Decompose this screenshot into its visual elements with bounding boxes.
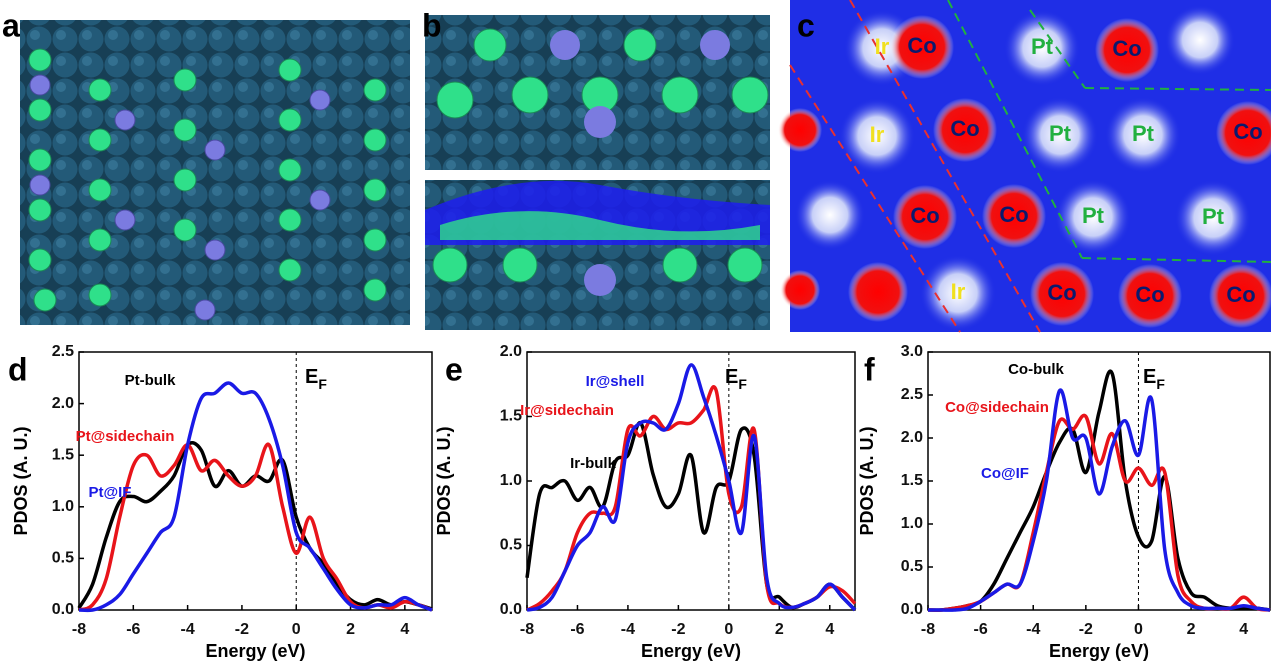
y-tick-label: 2.0 [901, 429, 923, 446]
panel-label: f [864, 351, 875, 387]
y-tick-label: 2.5 [901, 386, 923, 403]
y-axis-title: PDOS (A. U.) [434, 426, 454, 535]
x-tick-label: -6 [126, 621, 140, 638]
map-label: Co [907, 33, 936, 58]
x-tick-label: -8 [921, 621, 935, 638]
series-line [928, 390, 1270, 610]
series-line [928, 415, 1270, 610]
x-tick-label: 0 [292, 621, 301, 638]
x-tick-label: 4 [825, 621, 834, 638]
y-axis-title: PDOS (A. U.) [857, 426, 877, 535]
map-label: Pt [1082, 203, 1105, 228]
y-tick-label: 0.0 [500, 601, 522, 618]
fermi-symbol: E [305, 366, 318, 388]
series-label: Pt-bulk [125, 372, 176, 389]
series-label: Co-bulk [1008, 361, 1064, 378]
panel-label: c [797, 7, 815, 43]
series-label: Ir@sidechain [520, 402, 614, 419]
x-tick-label: 2 [346, 621, 355, 638]
panel-b-structure [425, 15, 770, 330]
series-label: Ir@shell [586, 373, 645, 390]
series-label: Ir-bulk [570, 455, 616, 472]
panel-label: e [445, 351, 463, 387]
figure: a b c Ir Co Pt Co Ir Co Pt Pt Co Co Co Pt Pt Ir Co Co Co 0.0… [0, 0, 1271, 666]
y-tick-label: 2.0 [52, 395, 74, 412]
y-axis-title: PDOS (A. U.) [11, 426, 31, 535]
map-label: Co [999, 202, 1028, 227]
map-label: Co [1112, 36, 1141, 61]
x-tick-label: 4 [400, 621, 409, 638]
map-label: Pt [1049, 121, 1072, 146]
y-tick-label: 0.5 [901, 558, 923, 575]
fermi-symbol: E [1143, 366, 1156, 388]
panel-label: d [8, 351, 28, 387]
panel-label: a [2, 7, 20, 43]
y-tick-label: 2.5 [52, 343, 74, 360]
fermi-label: EF [725, 366, 747, 391]
series-label: Pt@sidechain [76, 428, 175, 445]
y-tick-label: 2.0 [500, 343, 522, 360]
fermi-subscript: F [1156, 376, 1165, 392]
panel-label: b [422, 7, 442, 43]
panel-a-structure [20, 20, 410, 325]
x-tick-label: -2 [235, 621, 249, 638]
y-tick-label: 0.5 [52, 550, 74, 567]
plot-frame [79, 352, 432, 610]
y-tick-label: 3.0 [901, 343, 923, 360]
x-tick-label: -8 [520, 621, 534, 638]
x-tick-label: -4 [180, 621, 194, 638]
x-axis-title: Energy (eV) [205, 641, 305, 661]
x-tick-label: -6 [973, 621, 987, 638]
map-label: Ir [951, 279, 966, 304]
y-tick-label: 0.5 [500, 537, 522, 554]
series-line [527, 423, 855, 610]
x-tick-label: 2 [775, 621, 784, 638]
x-tick-label: 0 [724, 621, 733, 638]
fermi-symbol: E [725, 366, 738, 388]
map-label: Ir [875, 34, 890, 59]
map-label: Pt [1031, 34, 1054, 59]
y-tick-label: 1.5 [52, 446, 74, 463]
x-tick-label: -8 [72, 621, 86, 638]
y-tick-label: 1.0 [500, 472, 522, 489]
map-label: Co [1135, 282, 1164, 307]
y-tick-label: 0.0 [52, 601, 74, 618]
series-label: Co@sidechain [945, 399, 1049, 416]
x-axis-title: Energy (eV) [641, 641, 741, 661]
x-tick-label: 4 [1239, 621, 1248, 638]
x-axis-title: Energy (eV) [1049, 641, 1149, 661]
y-tick-label: 0.0 [901, 601, 923, 618]
series-label: Pt@IF [89, 484, 132, 501]
series-line [79, 444, 432, 610]
fermi-label: EF [1143, 366, 1165, 391]
map-label: Ir [870, 122, 885, 147]
y-tick-label: 1.0 [901, 515, 923, 532]
x-tick-label: -2 [1079, 621, 1093, 638]
x-tick-label: 0 [1134, 621, 1143, 638]
fermi-label: EF [305, 366, 327, 391]
map-label: Co [1047, 280, 1076, 305]
map-label: Co [950, 116, 979, 141]
fermi-subscript: F [738, 376, 747, 392]
plot-frame [928, 352, 1270, 610]
map-label: Pt [1132, 121, 1155, 146]
x-tick-label: -6 [570, 621, 584, 638]
map-label: Co [910, 203, 939, 228]
y-tick-label: 1.5 [500, 408, 522, 425]
x-tick-label: -4 [621, 621, 635, 638]
x-tick-label: -2 [671, 621, 685, 638]
y-tick-label: 1.5 [901, 472, 923, 489]
y-tick-label: 1.0 [52, 498, 74, 515]
series-label: Co@IF [981, 465, 1029, 482]
map-label: Co [1233, 119, 1262, 144]
panel-c-map [778, 0, 1271, 332]
map-label: Co [1226, 282, 1255, 307]
fermi-subscript: F [318, 376, 327, 392]
x-tick-label: -4 [1026, 621, 1040, 638]
plot-frame [527, 352, 855, 610]
x-tick-label: 2 [1187, 621, 1196, 638]
map-label: Pt [1202, 204, 1225, 229]
